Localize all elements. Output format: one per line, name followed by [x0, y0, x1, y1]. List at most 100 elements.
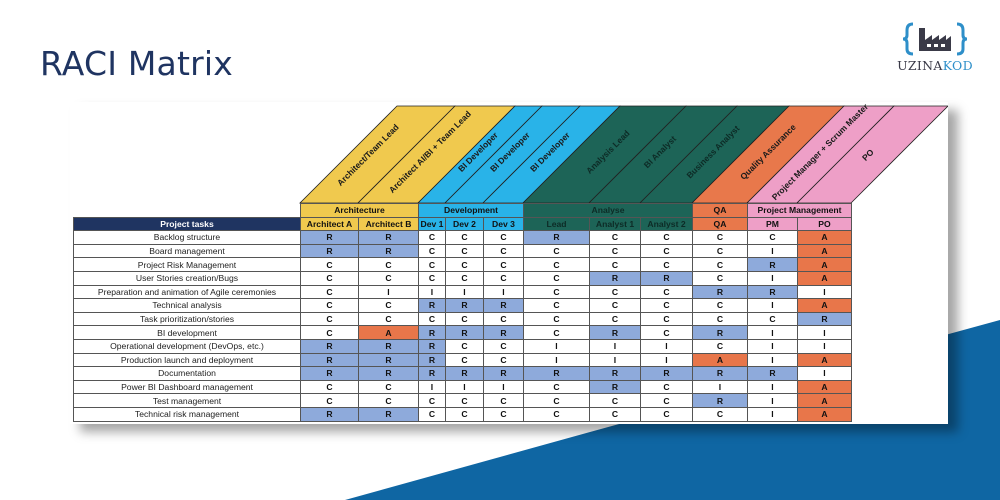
raci-cell: I [483, 284, 524, 300]
raci-cell: C [640, 406, 693, 422]
raci-cell: C [747, 230, 798, 245]
table-row: Preparation and animation of Agile cerem… [73, 284, 852, 300]
raci-cell: C [358, 379, 419, 395]
raci-cell: I [640, 338, 693, 354]
raci-cell: C [445, 257, 484, 272]
raci-cell: C [300, 270, 359, 286]
raci-cell: C [300, 393, 359, 408]
raci-cell: C [640, 243, 693, 259]
raci-cell: R [589, 325, 641, 340]
raci-cell: I [747, 379, 798, 395]
raci-cell: R [483, 325, 524, 340]
raci-cell: R [300, 243, 359, 259]
raci-cell: C [523, 393, 590, 408]
raci-cell: I [445, 284, 484, 300]
raci-cell: C [523, 311, 590, 327]
raci-cell: R [692, 366, 748, 381]
raci-cell: R [445, 298, 484, 313]
raci-cell: R [692, 325, 748, 340]
raci-cell: A [358, 325, 419, 340]
raci-cell: R [445, 366, 484, 381]
header-architect-a: Architect A [300, 216, 359, 232]
table-row: Operational development (DevOps, etc.) R R… [73, 338, 852, 354]
raci-cell: R [358, 366, 419, 381]
raci-cell: R [692, 393, 748, 408]
raci-cell: C [523, 257, 590, 272]
raci-cell: R [418, 325, 446, 340]
raci-cell: C [692, 230, 748, 245]
raci-cell: R [747, 257, 798, 272]
raci-cell: A [692, 352, 748, 368]
header-dev-1: Dev 1 [418, 216, 446, 232]
raci-cell: R [747, 366, 798, 381]
table-row: Documentation R R R R R R R R R R I [73, 366, 852, 381]
raci-cell: C [640, 284, 693, 300]
raci-cell: R [589, 270, 641, 286]
raci-cell: R [300, 338, 359, 354]
raci-cell: R [483, 298, 524, 313]
raci-cell: C [589, 284, 641, 300]
raci-cell: I [747, 352, 798, 368]
raci-cell: R [358, 338, 419, 354]
task-name: User Stories creation/Bugs [73, 270, 301, 286]
raci-cell: I [797, 284, 852, 300]
blank-corner [74, 204, 301, 218]
page-title: RACI Matrix [40, 44, 233, 83]
raci-cell: C [445, 338, 484, 354]
raci-cell: A [797, 352, 852, 368]
raci-cell: A [797, 270, 852, 286]
table-row: Backlog structure R R C C C R C C C C A [73, 230, 852, 245]
raci-body: Backlog structure R R C C C R C C C C A Board manage… [73, 230, 852, 422]
raci-cell: C [589, 243, 641, 259]
raci-cell: C [300, 311, 359, 327]
raci-cell: C [358, 298, 419, 313]
header-lead: Lead [523, 216, 590, 232]
raci-cell: R [418, 352, 446, 368]
raci-cell: R [589, 366, 641, 381]
raci-cell: I [523, 352, 590, 368]
raci-cell: C [523, 270, 590, 286]
raci-cell: I [692, 379, 748, 395]
table-row: Technical analysis C C R R R C C C C I A [73, 298, 852, 313]
header-analyst-2: Analyst 2 [640, 216, 693, 232]
raci-cell: R [418, 298, 446, 313]
raci-cell: C [692, 298, 748, 313]
raci-cell: C [692, 338, 748, 354]
role-header-band: Architect/Team Lead Architect AI/BI + Te… [299, 102, 948, 204]
raci-cell: C [692, 270, 748, 286]
raci-cell: C [692, 257, 748, 272]
table-row: Project Risk Management C C C C C C C C C R A [73, 257, 852, 272]
raci-cell: A [797, 379, 852, 395]
raci-cell: C [692, 311, 748, 327]
raci-cell: C [523, 284, 590, 300]
task-name: Documentation [73, 366, 301, 381]
raci-cell: R [358, 230, 419, 245]
raci-cell: C [640, 325, 693, 340]
raci-cell: C [523, 298, 590, 313]
table-row: User Stories creation/Bugs C C C C C C R R C I A [73, 270, 852, 286]
raci-cell: C [445, 352, 484, 368]
raci-cell: C [483, 243, 524, 259]
raci-cell: C [589, 393, 641, 408]
raci-cell: C [445, 311, 484, 327]
table-row: Board management R R C C C C C C C I A [73, 243, 852, 259]
raci-cell: R [300, 406, 359, 422]
raci-cell: C [445, 230, 484, 245]
raci-cell: I [747, 298, 798, 313]
table-row: Power BI Dashboard management C C I I I C R C I I A [73, 379, 852, 395]
raci-cell: A [797, 298, 852, 313]
header-po: PO [797, 216, 852, 232]
table-row: Test management C C C C C C C C R I A [73, 393, 852, 408]
raci-cell: C [589, 230, 641, 245]
raci-cell: C [445, 393, 484, 408]
raci-cell: C [300, 379, 359, 395]
raci-cell: I [747, 338, 798, 354]
task-name: Board management [73, 243, 301, 259]
task-name: Test management [73, 393, 301, 408]
group-analyse: Analyse [523, 203, 693, 218]
raci-cell: C [640, 298, 693, 313]
raci-cell: I [797, 338, 852, 354]
header-dev-2: Dev 2 [445, 216, 484, 232]
group-project-management: Project Management [747, 203, 852, 218]
task-name: Task prioritization/stories [73, 311, 301, 327]
